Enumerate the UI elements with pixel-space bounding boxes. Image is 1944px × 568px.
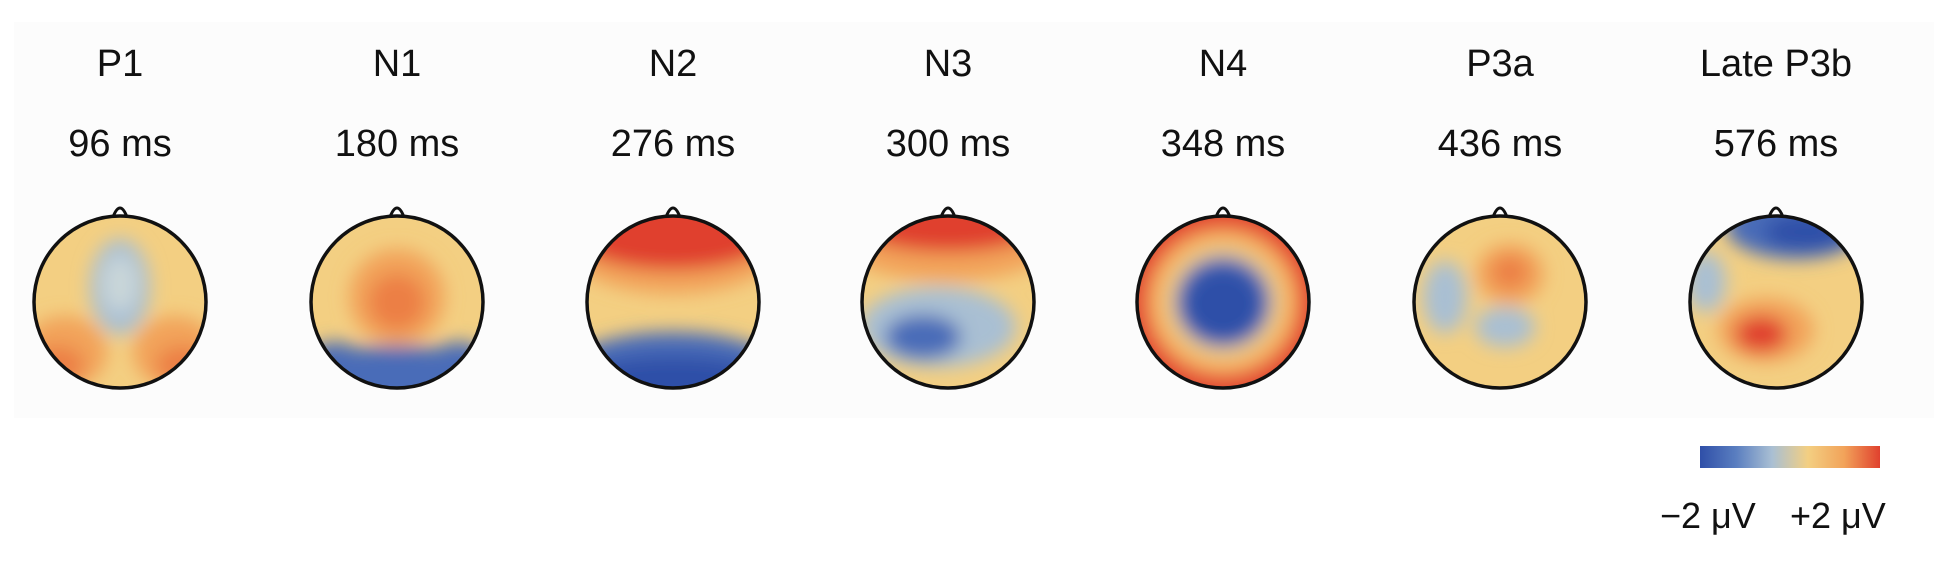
component-name: Late P3b bbox=[1699, 43, 1853, 85]
potential-region bbox=[862, 216, 1034, 252]
component-latency: 276 ms bbox=[610, 123, 736, 165]
scalp-map bbox=[1135, 206, 1311, 390]
component-name: P1 bbox=[96, 43, 144, 85]
component-name: N4 bbox=[1198, 43, 1248, 85]
potential-region bbox=[885, 315, 961, 359]
component-name: N3 bbox=[923, 43, 973, 85]
component-latency: 348 ms bbox=[1160, 123, 1286, 165]
colorbar-legend: −2 μV +2 μV bbox=[1660, 440, 1940, 540]
topomap-n3: N3 300 ms bbox=[848, 0, 1048, 410]
potential-region bbox=[1492, 256, 1528, 288]
component-name: N2 bbox=[648, 43, 698, 85]
topomap-n1: N1 180 ms bbox=[297, 0, 497, 410]
head-outline bbox=[860, 214, 1036, 390]
component-name: N1 bbox=[372, 43, 422, 85]
colorbar-gradient bbox=[1700, 446, 1880, 468]
colorbar-min-label: −2 μV bbox=[1660, 495, 1756, 536]
component-latency: 180 ms bbox=[334, 123, 460, 165]
component-latency: 436 ms bbox=[1437, 123, 1563, 165]
component-latency: 300 ms bbox=[885, 123, 1011, 165]
topomap-p1: P1 96 ms bbox=[20, 0, 220, 410]
head-outline bbox=[32, 214, 208, 390]
potential-region bbox=[156, 346, 206, 386]
head-outline bbox=[1688, 214, 1864, 390]
head-outline bbox=[309, 214, 485, 390]
head-outline bbox=[1412, 214, 1588, 390]
topomap-p3a: P3a 436 ms bbox=[1400, 0, 1600, 410]
component-name: P3a bbox=[1466, 43, 1534, 85]
potential-region bbox=[1185, 268, 1261, 340]
colorbar-fill bbox=[1700, 446, 1880, 468]
colorbar-max-label: +2 μV bbox=[1790, 495, 1886, 536]
potential-region bbox=[1764, 216, 1848, 250]
scalp-map bbox=[585, 206, 761, 390]
scalp-map bbox=[1688, 206, 1864, 390]
component-latency: 96 ms bbox=[68, 123, 172, 165]
head-outline bbox=[585, 214, 761, 390]
potential-region bbox=[1735, 316, 1787, 352]
head-outline bbox=[1135, 214, 1311, 390]
potential-region bbox=[34, 346, 84, 386]
potential-region bbox=[369, 274, 425, 330]
potential-region bbox=[587, 216, 759, 270]
potential-region bbox=[102, 256, 138, 312]
scalp-map bbox=[32, 206, 208, 390]
scalp-map bbox=[309, 206, 485, 390]
topomap-late-p3b: Late P3b 576 ms bbox=[1676, 0, 1876, 410]
topomap-n4: N4 348 ms bbox=[1123, 0, 1323, 410]
component-latency: 576 ms bbox=[1713, 123, 1839, 165]
topomap-n2: N2 276 ms bbox=[573, 0, 773, 410]
potential-region bbox=[1423, 261, 1467, 333]
scalp-map bbox=[860, 206, 1036, 390]
scalp-map bbox=[1412, 206, 1588, 390]
potential-region bbox=[1475, 307, 1535, 347]
